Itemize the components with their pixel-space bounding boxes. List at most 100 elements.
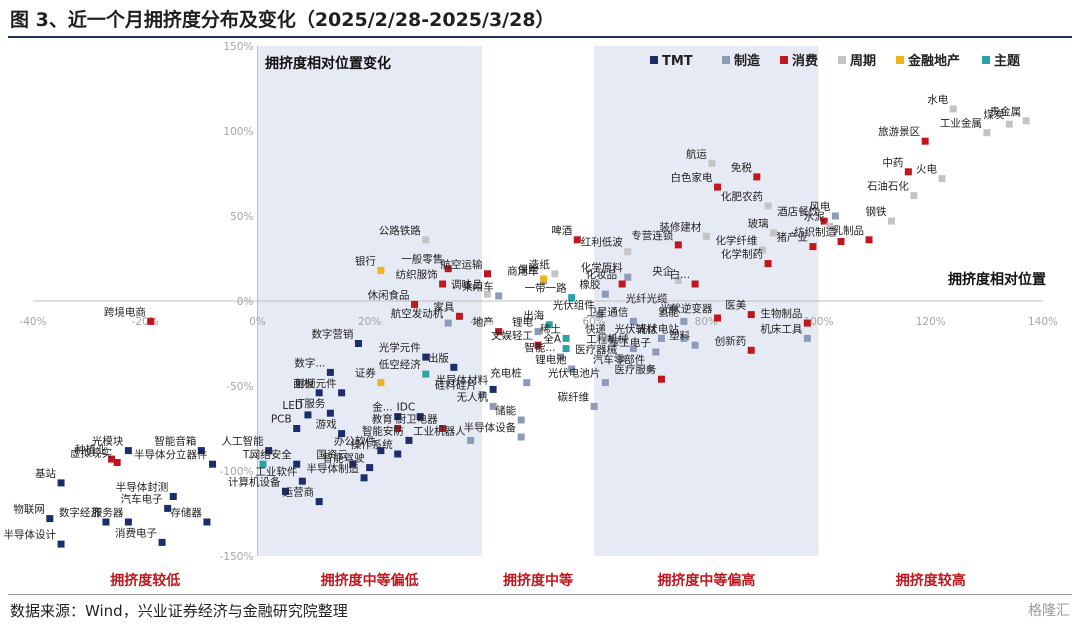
point-公路铁路	[422, 236, 430, 244]
point-橡胶	[601, 290, 609, 298]
point-军工电子	[652, 348, 660, 356]
legend: TMT 制造 消费 周期 金融地产 主题	[650, 53, 1021, 69]
point-快递	[607, 334, 615, 342]
point-工业软件	[298, 477, 306, 485]
point-label: 工业金属	[940, 117, 982, 130]
point-label: 工业软件	[255, 465, 297, 478]
point-label: 锂电	[512, 316, 533, 329]
point-国资云	[349, 460, 357, 468]
x-axis-label: 拥挤度相对位置	[948, 271, 1046, 288]
point-label: 计算机设备	[228, 475, 281, 488]
y-tick-label: -150%	[220, 551, 254, 563]
y-tick-label: 0%	[237, 296, 254, 308]
point-航空发动机	[444, 319, 452, 327]
point-label: 医疗服务	[614, 363, 656, 376]
point-label: 地产	[473, 316, 494, 329]
point-光学元件	[422, 353, 430, 361]
point-label: 物联网	[13, 503, 45, 516]
x-tick-label: -40%	[19, 316, 46, 328]
point-教育	[394, 425, 402, 432]
point-label: 国资云	[316, 449, 348, 461]
point-半导体设计	[57, 540, 65, 548]
point-服务器	[124, 518, 132, 526]
point-label: 装修建材	[659, 220, 701, 233]
point-label: 塑料	[669, 329, 690, 342]
title-rule	[8, 36, 1072, 38]
point-label: 玻璃	[748, 217, 769, 230]
point-label: 乳制品	[833, 224, 865, 237]
point-label: 化妆品	[586, 268, 618, 281]
point-label: 石油石化	[867, 180, 909, 193]
point-label: 红利低波	[581, 236, 623, 249]
point-化学制药	[764, 260, 772, 268]
point-label: 锂电池	[535, 353, 567, 366]
point-label: 航运	[686, 147, 707, 160]
legend-label-0: TMT	[662, 54, 693, 69]
legend-label-5: 主题	[994, 53, 1021, 69]
legend-swatch-0	[650, 56, 658, 64]
legend-swatch-5	[982, 56, 990, 64]
point-锂电池	[568, 365, 576, 373]
legend-label-1: 制造	[734, 53, 761, 69]
point-label: 数字经济	[59, 506, 101, 519]
point-label: PCB	[271, 414, 292, 426]
point-label: 智能...	[524, 341, 555, 354]
point-汽车电子	[164, 504, 172, 512]
point-数字经济	[102, 518, 110, 526]
point-label: 医美	[725, 299, 746, 312]
point-光伏辅材	[657, 334, 665, 342]
point-乳制品	[865, 236, 873, 244]
point-操作系统	[394, 450, 402, 458]
x-tick-label: 0%	[249, 316, 266, 328]
point-免税	[753, 173, 761, 181]
point-面板	[315, 389, 323, 397]
point-休闲食品	[411, 300, 419, 308]
point-红利低波	[624, 248, 632, 256]
point-label: 半导体封测	[116, 481, 169, 494]
point-label: 氢能	[658, 305, 679, 318]
point-label: 智能驾驶	[323, 452, 365, 465]
point-光模块	[124, 447, 132, 455]
point-猪产业	[809, 243, 817, 251]
y-tick-label: -50%	[226, 381, 253, 393]
point-PCB	[293, 425, 301, 432]
point-label: 啤酒	[551, 224, 572, 237]
legend-swatch-2	[780, 56, 788, 64]
point-煤炭	[1005, 120, 1013, 128]
point-T...	[259, 460, 267, 468]
point-半导体设备	[517, 433, 525, 441]
point-label: 半导体设备	[464, 421, 517, 434]
point-label: 工业机器人	[413, 424, 466, 437]
point-物联网	[46, 515, 54, 523]
point-医疗服务	[657, 375, 665, 383]
point-label: 碳纤维	[558, 390, 590, 403]
point-旅游景区	[921, 137, 929, 145]
point-稀土	[562, 334, 570, 342]
point-label: 白色家电	[671, 171, 713, 184]
point-中药	[904, 168, 912, 176]
point-智能...	[556, 353, 564, 361]
legend-swatch-4	[896, 56, 904, 64]
point-射频元件	[338, 389, 346, 397]
point-卫星通信	[629, 317, 637, 325]
point-充电桩	[523, 379, 531, 387]
point-IT服务	[326, 409, 334, 417]
point-label: 火电	[916, 163, 937, 176]
zone-label-2: 拥挤度中等	[503, 572, 573, 589]
point-一般零售	[444, 265, 452, 273]
point-label: 半导体分立器件	[134, 448, 208, 461]
x-tick-label: 80%	[695, 316, 718, 328]
point-label: IDC	[397, 402, 416, 414]
point-硅料硅片	[478, 391, 486, 398]
point-氢能	[680, 317, 688, 325]
point-医美	[747, 311, 755, 319]
source-note: 数据来源：Wind，兴业证券经济与金融研究院整理	[10, 602, 348, 620]
point-label: 人工智能	[222, 435, 264, 448]
point-专营连锁	[674, 241, 682, 249]
point-半导体材料	[489, 385, 497, 393]
x-tick-label: 20%	[358, 316, 381, 328]
point-label: 汽车电子	[121, 492, 163, 505]
point-label: 化肥农药	[721, 190, 763, 203]
point-label: 存储器	[170, 506, 202, 519]
point-低空经济	[422, 370, 430, 378]
